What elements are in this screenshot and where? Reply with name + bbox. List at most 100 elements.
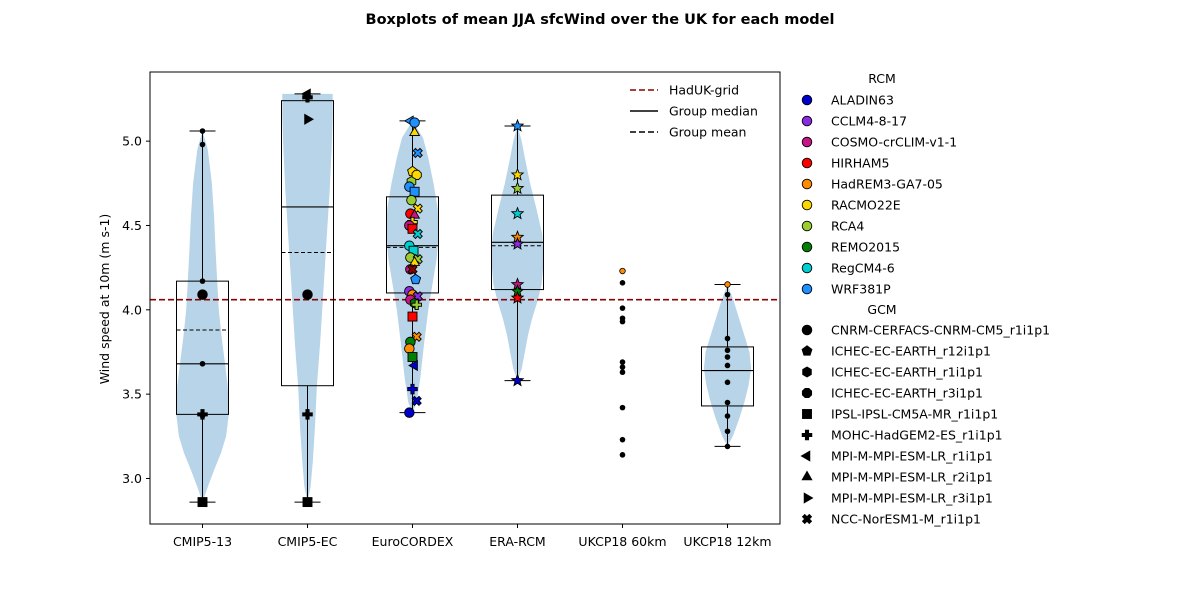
rcm-legend-label: CCLM4-8-17 — [831, 114, 907, 129]
chart-title: Boxplots of mean JJA sfcWind over the UK… — [366, 12, 835, 28]
data-point — [404, 343, 415, 354]
data-point — [724, 347, 731, 354]
rcm-legend-marker — [801, 178, 813, 190]
data-point — [411, 395, 422, 407]
data-point — [406, 194, 417, 206]
gcm-legend-marker — [801, 387, 813, 399]
x-tick-label: ERA-RCM — [489, 534, 545, 549]
data-point — [302, 497, 313, 508]
data-point-shape — [411, 395, 422, 407]
rcm-legend-label: COSMO-crCLIM-v1-1 — [831, 135, 957, 150]
data-point — [302, 409, 313, 420]
data-point — [411, 299, 422, 310]
gcm-legend: GCM CNRM-CERFACS-CNRM-CM5_r1i1p1 ICHEC-EC-… — [800, 302, 1050, 527]
gcm-legend-label: MPI-M-MPI-ESM-LR_r3i1p1 — [831, 491, 993, 506]
rcm-legend-label: ALADIN63 — [831, 93, 894, 108]
x-tick-label: UKCP18 12km — [683, 534, 771, 549]
gcm-legend-label: MPI-M-MPI-ESM-LR_r1i1p1 — [831, 449, 993, 464]
data-point — [510, 206, 525, 220]
gcm-legend-label: ICHEC-EC-EARTH_r1i1p1 — [831, 365, 983, 380]
gcm-legend-marker — [801, 429, 813, 441]
gcm-legend-marker — [801, 324, 813, 336]
data-point — [302, 289, 313, 300]
data-point — [619, 305, 626, 311]
rcm-legend-marker — [801, 136, 813, 148]
gcm-legend-marker — [802, 409, 812, 419]
data-point — [510, 373, 525, 387]
rcm-legend-label: HadREM3-GA7-05 — [831, 177, 943, 192]
y-tick-label: 4.0 — [122, 302, 142, 317]
points-layer — [197, 88, 731, 508]
data-point — [619, 452, 626, 458]
data-point — [409, 208, 421, 219]
data-point — [724, 443, 731, 450]
data-point — [199, 360, 206, 367]
rcm-legend-label: RACMO22E — [831, 198, 901, 213]
gcm-legend-label: MOHC-HadGEM2-ES_r1i1p1 — [831, 428, 1003, 443]
data-point — [412, 228, 423, 240]
rcm-legend-marker — [801, 220, 813, 232]
data-point — [407, 311, 418, 322]
data-point — [619, 359, 626, 365]
box — [701, 346, 754, 407]
legend-line-label: HadUK-grid — [669, 83, 739, 98]
x-tick-label: CMIP5-13 — [173, 534, 232, 549]
rcm-legend-title: RCM — [868, 71, 896, 86]
rcm-legend-marker — [801, 157, 813, 169]
legend-line-label: Group median — [669, 104, 758, 119]
gcm-legend-label: IPSL-IPSL-CM5A-MR_r1i1p1 — [831, 407, 998, 422]
data-point — [619, 364, 626, 370]
y-axis-label: Wind speed at 10m (m s-1) — [97, 214, 112, 385]
rcm-legend: RCM ALADIN63 CCLM4-8-17 COSMO-crCLIM-v1-1 HI… — [801, 71, 957, 297]
data-point — [510, 167, 525, 181]
gcm-legend-marker — [800, 450, 811, 462]
data-point — [407, 223, 418, 234]
gcm-legend-label: NCC-NorESM1-M_r1i1p1 — [831, 512, 981, 527]
data-point — [724, 379, 731, 386]
data-point — [199, 413, 206, 419]
data-point — [619, 404, 626, 411]
data-point — [410, 273, 422, 285]
gcm-legend-marker — [802, 366, 812, 378]
data-point — [510, 236, 525, 250]
data-point — [407, 383, 418, 395]
data-point — [409, 126, 421, 136]
data-point — [619, 436, 626, 443]
rcm-legend-label: REMO2015 — [831, 240, 900, 255]
data-point — [510, 290, 525, 304]
data-point — [412, 147, 423, 159]
data-point — [724, 362, 731, 369]
rcm-legend-label: RCA4 — [831, 219, 864, 234]
data-point — [619, 318, 626, 325]
data-point — [724, 428, 731, 435]
data-point — [619, 280, 626, 286]
data-point — [302, 92, 313, 103]
data-point — [411, 169, 422, 180]
violin-3 — [491, 126, 544, 381]
data-point — [409, 117, 420, 128]
gcm-legend-marker — [801, 513, 813, 525]
rcm-legend-marker — [801, 94, 813, 106]
data-point — [197, 289, 208, 300]
plot-frame — [149, 71, 781, 525]
data-point — [409, 186, 420, 197]
rcm-legend-marker — [801, 283, 813, 295]
data-point — [724, 291, 731, 298]
gcm-legend-marker — [803, 492, 814, 504]
data-point — [407, 264, 418, 275]
gcm-legend-marker — [801, 345, 813, 356]
data-point — [199, 141, 206, 148]
gcm-legend-label: CNRM-CERFACS-CNRM-CM5_r1i1p1 — [831, 323, 1050, 338]
data-point — [724, 413, 731, 419]
gcm-legend-marker — [801, 470, 813, 481]
y-axis: 3.0 3.5 4.0 4.5 5.0 — [122, 134, 150, 486]
data-point-shape — [412, 147, 423, 159]
data-point — [619, 369, 626, 376]
data-point-shape — [407, 264, 418, 275]
y-tick-label: 3.0 — [122, 471, 142, 486]
rcm-legend-label: HIRHAM5 — [831, 156, 889, 171]
rcm-legend-label: RegCM4-6 — [831, 261, 895, 276]
data-point — [724, 335, 731, 342]
data-point — [197, 497, 208, 508]
